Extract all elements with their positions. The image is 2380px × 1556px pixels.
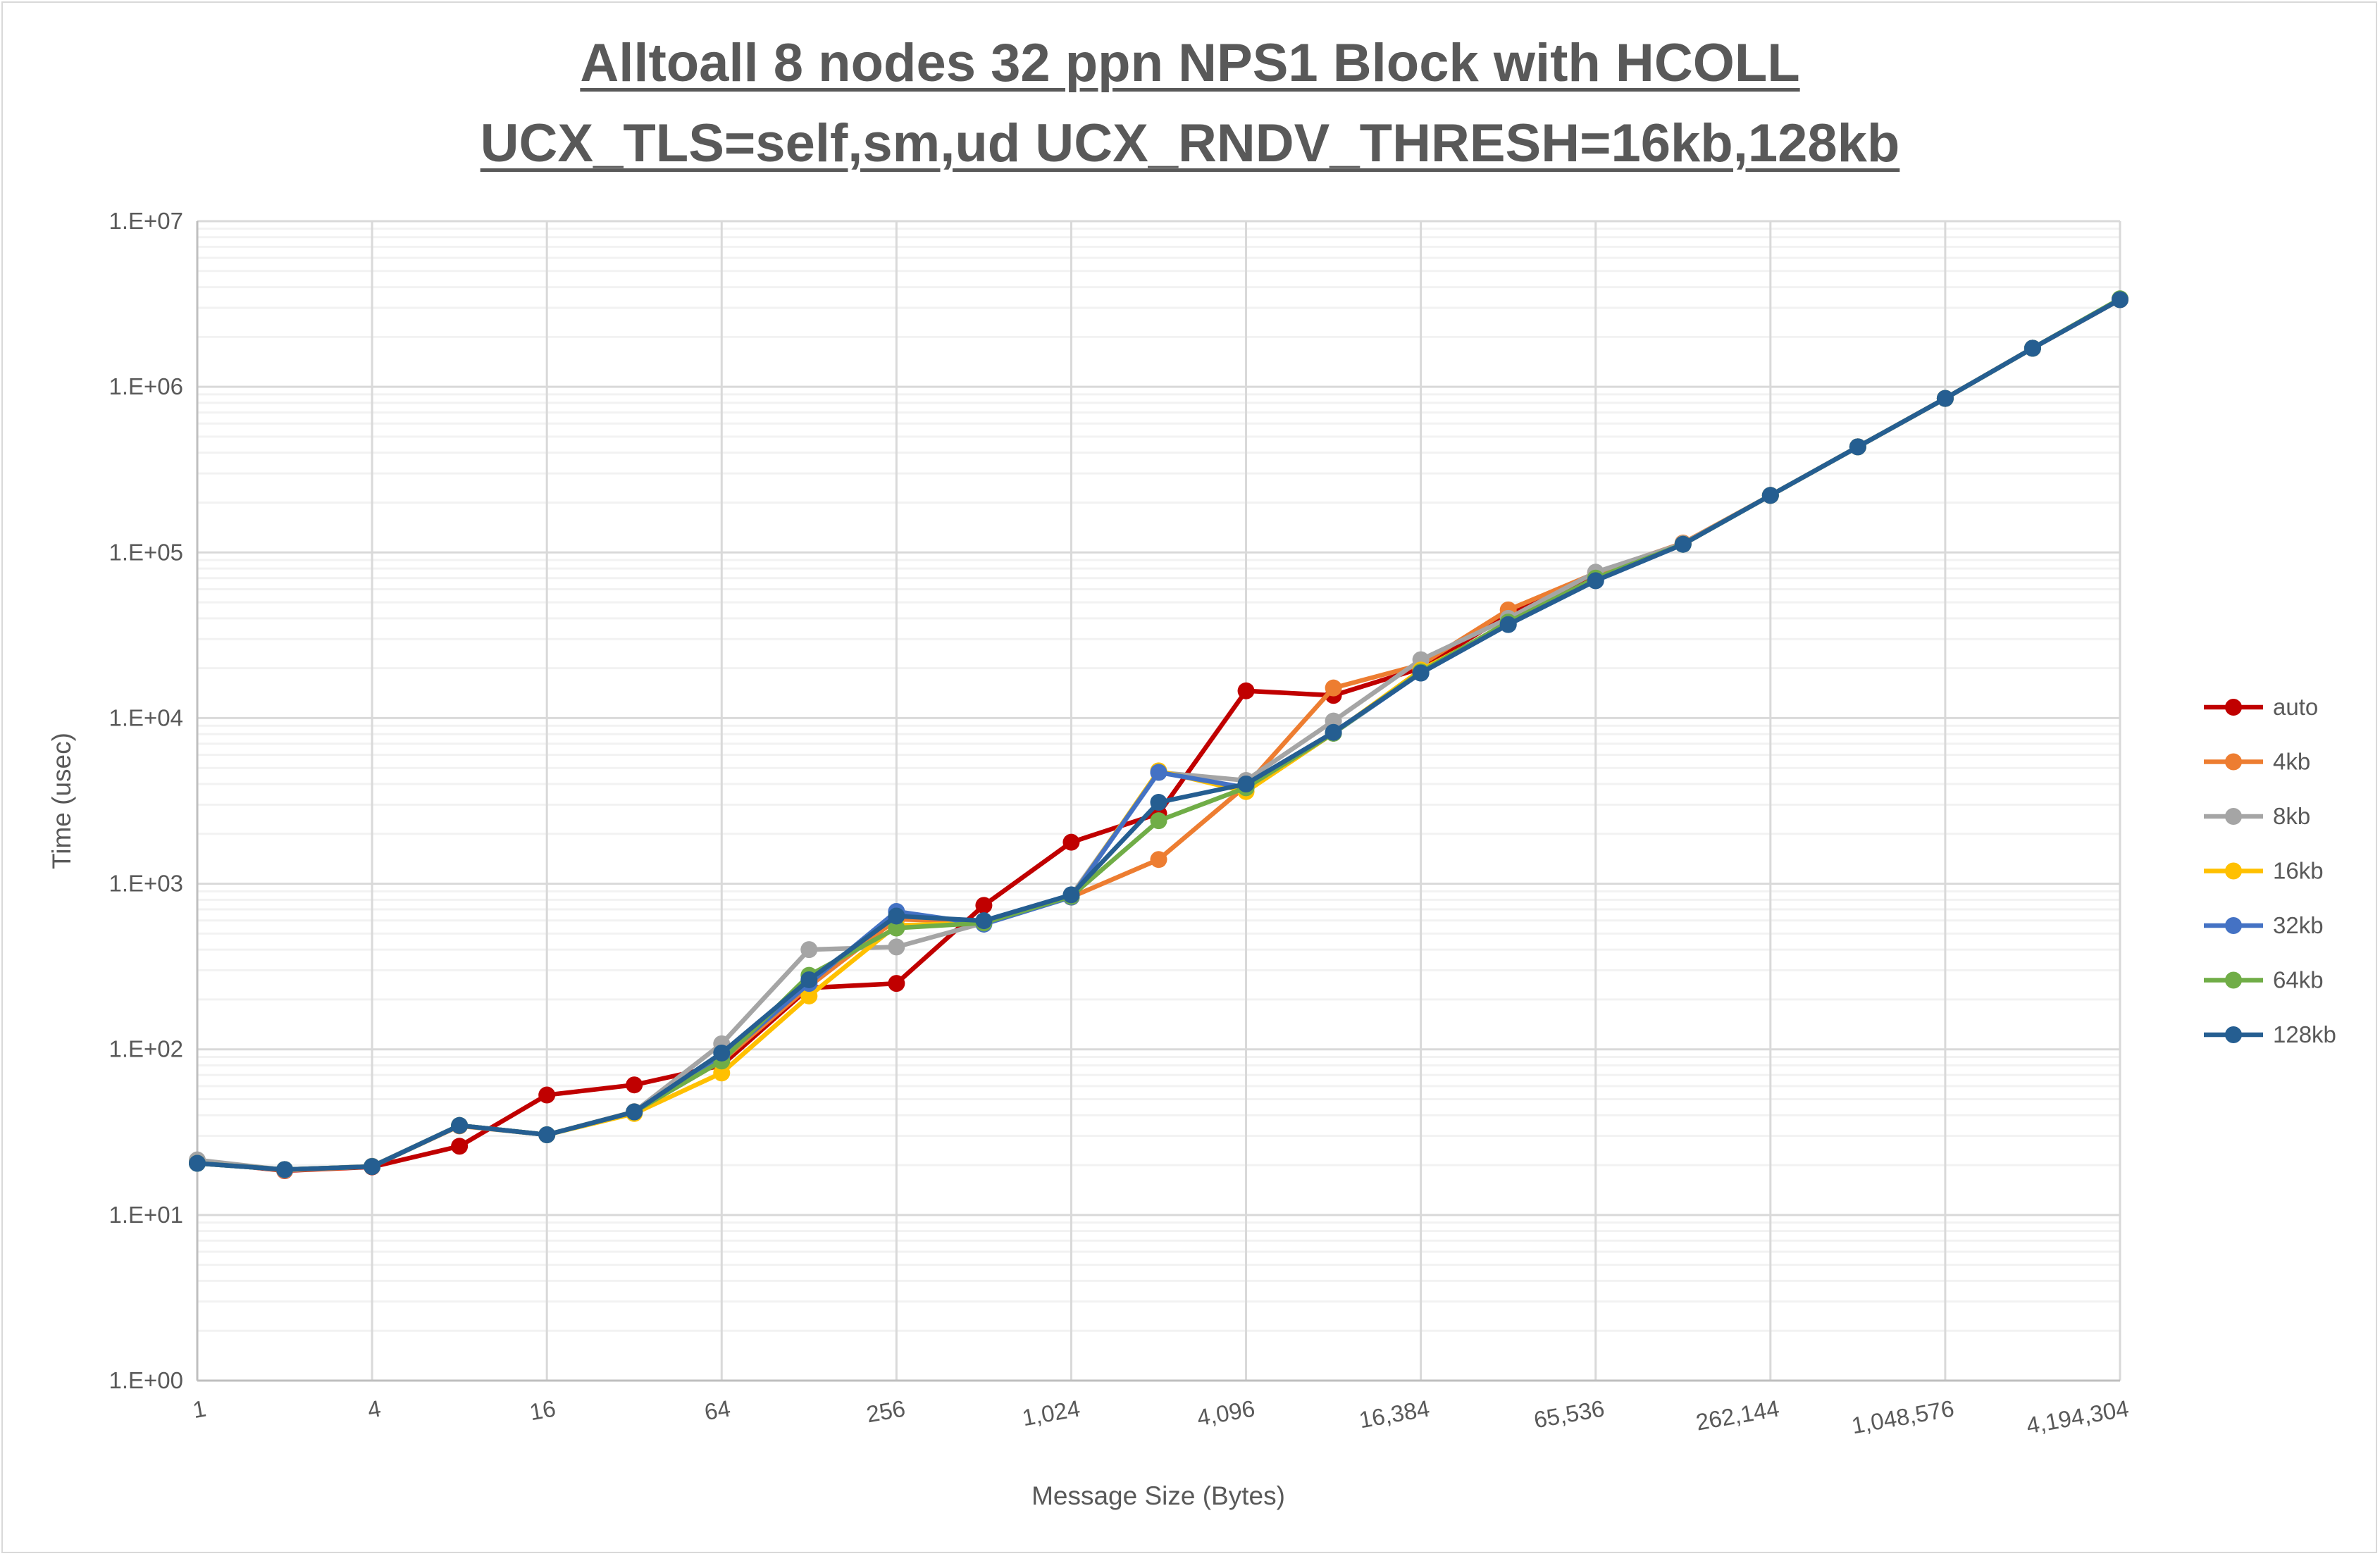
legend-swatch-marker — [2225, 1026, 2242, 1043]
data-point-128kb — [1150, 794, 1167, 811]
x-tick-label: 16 — [528, 1395, 558, 1425]
data-point-128kb — [276, 1161, 294, 1178]
legend-label: auto — [2273, 694, 2318, 720]
x-tick-label: 4 — [366, 1395, 383, 1423]
data-point-128kb — [975, 912, 993, 930]
legend-item-64kb: 64kb — [2204, 967, 2324, 993]
data-point-128kb — [1761, 487, 1779, 504]
legend-swatch-marker — [2225, 753, 2242, 771]
data-point-128kb — [1325, 723, 1342, 741]
legend-swatch-marker — [2225, 808, 2242, 825]
data-point-128kb — [2112, 291, 2128, 309]
legend-label: 16kb — [2273, 858, 2324, 884]
data-point-8kb — [800, 941, 818, 959]
data-point-128kb — [451, 1116, 469, 1134]
y-tick-label: 1.E+01 — [109, 1202, 183, 1228]
legend-item-32kb: 32kb — [2204, 912, 2324, 938]
data-point-32kb — [1150, 764, 1167, 781]
x-tick-label: 1,048,576 — [1849, 1395, 1956, 1438]
y-tick-label: 1.E+00 — [109, 1367, 183, 1393]
legend-label: 128kb — [2273, 1021, 2336, 1047]
data-point-128kb — [800, 971, 818, 988]
legend-swatch-marker — [2225, 862, 2242, 880]
legend-swatch-marker — [2225, 917, 2242, 934]
x-tick-label: 1,024 — [1020, 1395, 1082, 1431]
gridlines — [196, 220, 2121, 1382]
legend-item-4kb: 4kb — [2204, 749, 2310, 775]
data-point-16kb — [800, 987, 818, 1004]
data-point-auto — [451, 1138, 469, 1155]
data-point-auto — [538, 1086, 556, 1104]
legend-label: 32kb — [2273, 912, 2324, 938]
data-point-128kb — [189, 1154, 206, 1172]
data-point-128kb — [1062, 886, 1080, 904]
y-tick-label: 1.E+07 — [109, 208, 183, 234]
data-point-128kb — [1237, 776, 1255, 793]
series-lines — [189, 290, 2128, 1180]
x-tick-label: 64 — [702, 1395, 733, 1425]
data-point-128kb — [888, 907, 905, 925]
data-point-auto — [975, 897, 993, 914]
data-point-4kb — [1150, 851, 1167, 869]
data-point-auto — [1237, 682, 1255, 699]
chart-title-line-2: UCX_TLS=self,sm,ud UCX_RNDV_THRESH=16kb,… — [480, 113, 1900, 173]
x-tick-label: 256 — [864, 1395, 907, 1427]
y-tick-label: 1.E+04 — [109, 704, 183, 730]
data-point-4kb — [1325, 679, 1342, 697]
data-point-64kb — [1150, 812, 1167, 830]
legend-label: 4kb — [2273, 749, 2310, 775]
data-point-auto — [626, 1076, 643, 1094]
data-point-128kb — [364, 1158, 381, 1176]
data-point-128kb — [1412, 664, 1430, 682]
data-point-128kb — [713, 1044, 731, 1062]
series-128kb — [189, 291, 2128, 1178]
data-point-16kb — [713, 1064, 731, 1082]
legend-item-128kb: 128kb — [2204, 1021, 2336, 1047]
x-tick-label: 4,194,304 — [2024, 1395, 2131, 1438]
x-tick-label: 4,096 — [1195, 1395, 1257, 1431]
legend-swatch-marker — [2225, 699, 2242, 716]
data-point-128kb — [1499, 616, 1517, 633]
x-axis-label: Message Size (Bytes) — [1031, 1481, 1285, 1510]
y-tick-label: 1.E+06 — [109, 373, 183, 399]
x-tick-label: 1 — [191, 1395, 209, 1423]
data-point-64kb — [888, 919, 905, 937]
data-point-128kb — [1936, 390, 1954, 407]
data-point-128kb — [2023, 340, 2041, 357]
data-point-128kb — [1849, 438, 1866, 456]
legend-item-auto: auto — [2204, 694, 2318, 720]
legend-swatch-marker — [2225, 971, 2242, 989]
legend: auto 4kb 8kb 16kb 32kb 64kb 128kb — [2204, 694, 2336, 1047]
x-tick-label: 65,536 — [1532, 1395, 1606, 1433]
legend-label: 64kb — [2273, 967, 2324, 993]
data-point-8kb — [888, 938, 905, 956]
legend-item-16kb: 16kb — [2204, 858, 2324, 884]
data-point-128kb — [1587, 572, 1604, 590]
y-axis-label: Time (usec) — [47, 733, 76, 869]
data-point-128kb — [626, 1103, 643, 1121]
legend-item-8kb: 8kb — [2204, 803, 2310, 829]
data-point-auto — [888, 975, 905, 992]
data-point-128kb — [1674, 535, 1692, 553]
data-point-auto — [1062, 833, 1080, 851]
legend-label: 8kb — [2273, 803, 2310, 829]
x-tick-label: 16,384 — [1357, 1395, 1432, 1433]
y-tick-label: 1.E+03 — [109, 871, 183, 897]
x-tick-label: 262,144 — [1694, 1395, 1781, 1435]
y-tick-label: 1.E+02 — [109, 1036, 183, 1062]
chart-title-line-1: Alltoall 8 nodes 32 ppn NPS1 Block with … — [580, 33, 1800, 93]
data-point-128kb — [538, 1126, 556, 1143]
y-tick-label: 1.E+05 — [109, 539, 183, 565]
